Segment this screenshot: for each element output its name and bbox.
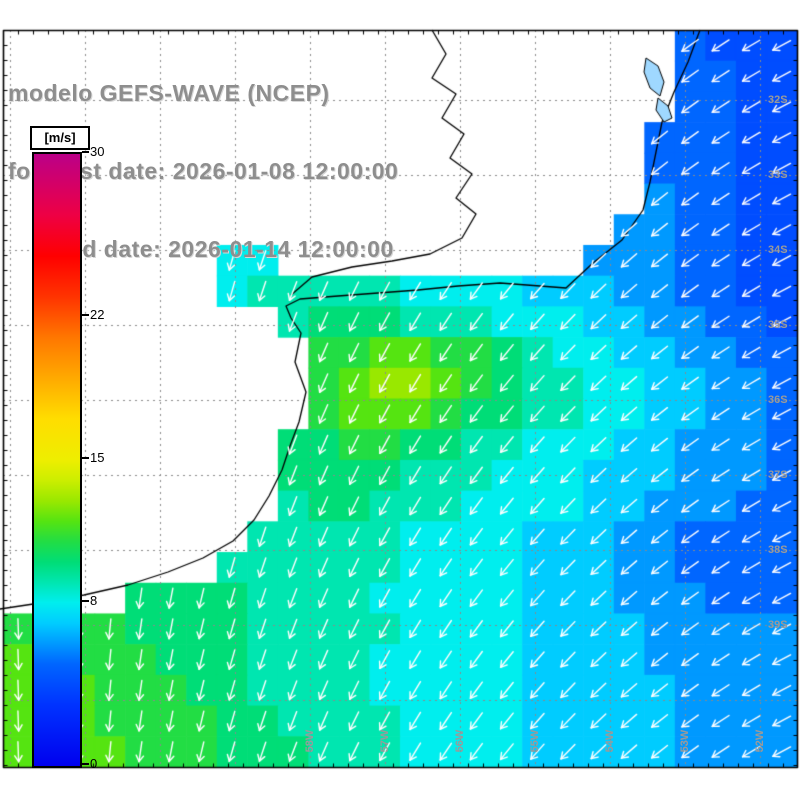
lon-label-56W: 56W xyxy=(454,729,466,753)
colorbar-tick-mark xyxy=(82,151,89,153)
lat-label-38S: 38S xyxy=(768,544,788,556)
colorbar-tick-label-8: 8 xyxy=(90,592,98,608)
model-title: modelo GEFS-WAVE (NCEP) xyxy=(8,80,330,106)
colorbar-tick-label-15: 15 xyxy=(90,450,105,465)
colorbar-unit-label: [m/s] xyxy=(30,126,90,150)
lat-label-35S: 35S xyxy=(768,319,788,331)
lon-label-57W: 57W xyxy=(379,729,391,753)
lon-label-54W: 54W xyxy=(604,729,616,753)
lon-label-58W: 58W xyxy=(304,729,316,753)
colorbar-gradient xyxy=(32,152,82,768)
lat-label-39S: 39S xyxy=(768,619,788,631)
lat-label-33S: 33S xyxy=(768,169,788,181)
colorbar-tick-mark xyxy=(82,599,89,602)
colorbar-tick-mark xyxy=(82,457,89,459)
colorbar-tick-label-30: 30 xyxy=(90,144,105,159)
lat-label-32S: 32S xyxy=(768,94,788,106)
colorbar-tick-mark xyxy=(82,763,89,765)
colorbar-tick-label-0: 0 xyxy=(90,756,98,771)
lat-label-36S: 36S xyxy=(768,394,788,406)
lat-label-37S: 37S xyxy=(768,469,788,481)
lon-label-52W: 52W xyxy=(754,729,766,753)
colorbar: [m/s] 30 22 15 8 0 xyxy=(30,126,160,791)
lon-label-55W: 55W xyxy=(529,729,541,753)
lon-label-53W: 53W xyxy=(679,729,691,753)
colorbar-tick-mark xyxy=(82,314,89,317)
lat-label-34S: 34S xyxy=(768,244,788,256)
colorbar-tick-label-22: 22 xyxy=(90,307,105,323)
